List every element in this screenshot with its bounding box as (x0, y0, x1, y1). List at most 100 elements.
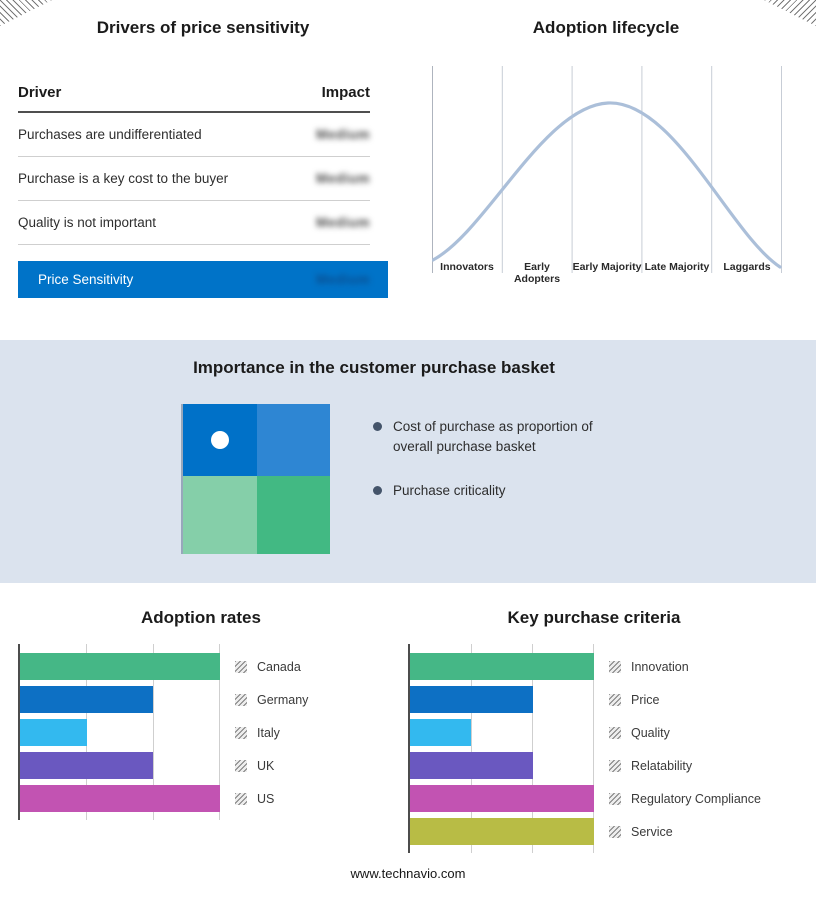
stage-label: Early Majority (572, 260, 642, 273)
adoption-rates-chart: Canada Germany Italy UK US (18, 644, 400, 820)
bar-row (20, 782, 220, 815)
legend-swatch-icon (609, 693, 621, 706)
impact-cell-obscured: Medium (315, 215, 370, 230)
bullet-text: Purchase criticality (393, 483, 506, 499)
bar-row (20, 749, 220, 782)
legend-item-innovation: Innovation (609, 650, 761, 683)
table-row: Purchase is a key cost to the buyer Medi… (18, 157, 370, 201)
list-item: Purchase criticality (373, 481, 631, 501)
table-row: Quality is not important Medium (18, 201, 370, 245)
plot-area (18, 644, 220, 820)
bar-regulatory-compliance (410, 785, 594, 812)
legend-swatch-icon (609, 792, 621, 805)
position-marker-icon (211, 431, 229, 449)
bullet-text: Cost of purchase as proportion of overal… (393, 419, 593, 454)
stage-label: Early Adopters (513, 260, 561, 285)
legend-swatch-icon (609, 660, 621, 673)
key-purchase-criteria-chart: Innovation Price Quality Relatability Re… (408, 644, 816, 853)
legend-item-canada: Canada (235, 650, 308, 683)
impact-cell-obscured: Medium (315, 171, 370, 186)
adoption-rates-title: Adoption rates (141, 608, 261, 627)
driver-cell: Purchases are undifferentiated (18, 127, 202, 142)
bar-uk (20, 752, 154, 779)
gridline (593, 644, 594, 853)
legend-item-service: Service (609, 815, 761, 848)
price-sensitivity-summary-row: Price Sensitivity Medium (18, 261, 388, 298)
legend-item-uk: UK (235, 749, 308, 782)
bar-price (410, 686, 533, 713)
driver-cell: Quality is not important (18, 215, 157, 230)
quadrant-bottom-left (183, 476, 257, 554)
gridlines (432, 66, 782, 273)
bullet-icon (373, 422, 382, 431)
purchase-basket-section: Importance in the customer purchase bask… (0, 340, 816, 583)
legend-label: Quality (631, 725, 670, 740)
legend-item-germany: Germany (235, 683, 308, 716)
adoption-lifecycle-panel: Adoption lifecycle Innovators Early (396, 0, 816, 340)
driver-cell: Purchase is a key cost to the buyer (18, 171, 229, 186)
legend-label: Canada (257, 659, 301, 674)
bar-germany (20, 686, 154, 713)
lifecycle-curve-svg (432, 66, 782, 273)
legend-swatch-icon (235, 726, 247, 739)
bar-relatability (410, 752, 533, 779)
bell-curve (432, 101, 782, 269)
stage-label: Late Majority (644, 260, 710, 273)
stage-label: Laggards (723, 260, 771, 273)
legend-swatch-icon (609, 825, 621, 838)
legend-swatch-icon (609, 759, 621, 772)
legend-label: Regulatory Compliance (631, 791, 761, 806)
bar-us (20, 785, 220, 812)
legend-label: Relatability (631, 758, 693, 773)
gridline (471, 644, 473, 853)
quadrant-grid (183, 404, 330, 554)
bar-row (410, 716, 594, 749)
legend-swatch-icon (235, 660, 247, 673)
legend-swatch-icon (235, 759, 247, 772)
bar-innovation (410, 653, 594, 680)
stage-labels: Innovators Early Adopters Early Majority… (432, 261, 782, 285)
bar-row (20, 650, 220, 683)
legend-swatch-icon (235, 792, 247, 805)
table-header-row: Driver Impact (18, 84, 370, 113)
adoption-rates-legend: Canada Germany Italy UK US (235, 644, 308, 820)
quadrant-bottom-right (257, 476, 330, 554)
basket-bullet-list: Cost of purchase as proportion of overal… (373, 404, 631, 554)
bar-service (410, 818, 594, 845)
gridline (532, 644, 534, 853)
bar-row (20, 716, 220, 749)
legend-label: US (257, 791, 275, 806)
basket-title: Importance in the customer purchase bask… (193, 358, 555, 377)
bar-italy (20, 719, 87, 746)
impact-column-header: Impact (321, 84, 370, 101)
bar-row (410, 782, 594, 815)
price-sensitivity-label: Price Sensitivity (38, 272, 134, 287)
bar-row (410, 749, 594, 782)
gridline (86, 644, 88, 820)
legend-swatch-icon (235, 693, 247, 706)
quadrant-top-right (257, 404, 330, 476)
legend-item-regulatory-compliance: Regulatory Compliance (609, 782, 761, 815)
legend-item-relatability: Relatability (609, 749, 761, 782)
legend-item-quality: Quality (609, 716, 761, 749)
gridline (219, 644, 220, 820)
driver-column-header: Driver (18, 84, 62, 101)
legend-label: Germany (257, 692, 309, 707)
basket-content: Cost of purchase as proportion of overal… (0, 404, 816, 554)
impact-cell-obscured: Medium (315, 272, 370, 287)
key-purchase-criteria-title: Key purchase criteria (507, 608, 681, 627)
adoption-lifecycle-chart: Innovators Early Adopters Early Majority… (432, 66, 782, 285)
legend-label: UK (257, 758, 275, 773)
stage-label: Innovators (440, 260, 494, 273)
legend-label: Price (631, 692, 660, 707)
lifecycle-title: Adoption lifecycle (532, 18, 680, 37)
table-row: Purchases are undifferentiated Medium (18, 113, 370, 157)
legend-swatch-icon (609, 726, 621, 739)
adoption-rates-panel: Adoption rates Canada Germany Italy UK (0, 608, 400, 853)
bar-row (20, 683, 220, 716)
bottom-section: Adoption rates Canada Germany Italy UK (0, 583, 816, 853)
footer-url: www.technavio.com (350, 866, 466, 881)
key-purchase-criteria-panel: Key purchase criteria Innovation Price (400, 608, 816, 853)
bar-row (410, 815, 594, 848)
list-item: Cost of purchase as proportion of overal… (373, 417, 631, 456)
